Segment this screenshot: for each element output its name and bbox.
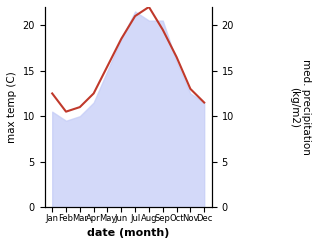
Y-axis label: max temp (C): max temp (C) xyxy=(7,71,17,143)
Y-axis label: med. precipitation
(kg/m2): med. precipitation (kg/m2) xyxy=(289,59,311,155)
X-axis label: date (month): date (month) xyxy=(87,228,169,238)
